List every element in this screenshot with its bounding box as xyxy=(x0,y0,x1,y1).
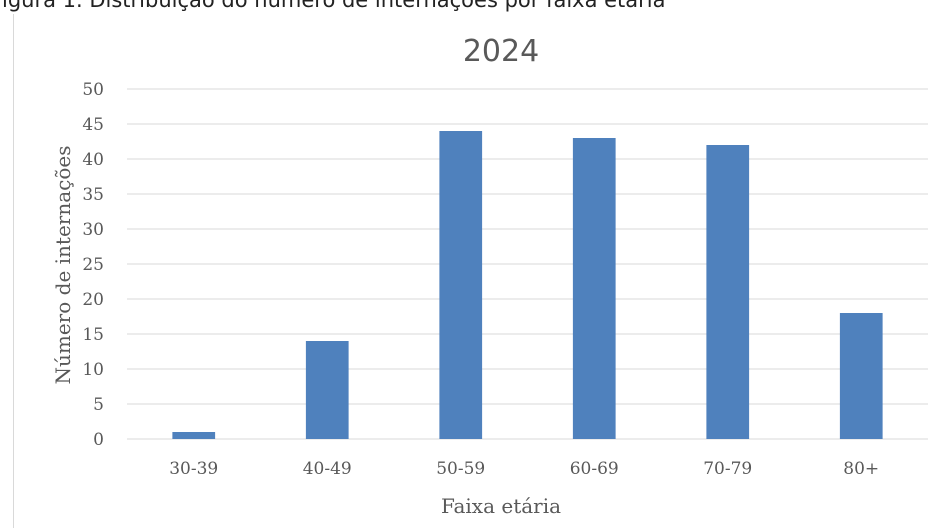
x-tick-label: 30-39 xyxy=(169,459,218,479)
bar-5059 xyxy=(439,131,483,439)
x-tick-label: 40-49 xyxy=(303,459,352,479)
frame-border xyxy=(13,14,14,528)
figure-caption-strip: igura 1. Distribuição do número de inter… xyxy=(0,0,949,14)
figure-caption: igura 1. Distribuição do número de inter… xyxy=(2,0,666,12)
y-tick-label: 30 xyxy=(82,220,104,240)
y-tick-label: 50 xyxy=(82,80,104,100)
x-tick-label: 50-59 xyxy=(436,459,485,479)
x-tick-label: 60-69 xyxy=(570,459,619,479)
chart-title: 2024 xyxy=(463,34,539,69)
y-tick-label: 40 xyxy=(82,150,104,170)
bar-7079 xyxy=(706,145,750,439)
y-tick-label: 0 xyxy=(93,430,104,450)
x-axis-ticks: 30-39 40-49 50-59 60-69 70-79 80+ xyxy=(169,459,879,479)
bar-6069 xyxy=(572,138,616,439)
y-axis-label: Número de internações xyxy=(51,146,75,385)
bar-3039 xyxy=(172,432,216,439)
bars xyxy=(172,131,883,439)
y-tick-label: 5 xyxy=(93,395,104,415)
y-tick-label: 35 xyxy=(82,185,104,205)
gridlines xyxy=(127,88,928,440)
x-tick-label: 70-79 xyxy=(703,459,752,479)
y-tick-label: 45 xyxy=(82,115,104,135)
y-tick-label: 20 xyxy=(82,290,104,310)
bar-80 xyxy=(839,313,883,439)
y-tick-label: 10 xyxy=(82,360,104,380)
y-axis-ticks: 0 5 10 15 20 25 30 35 40 45 50 xyxy=(82,80,104,450)
x-tick-label: 80+ xyxy=(843,459,879,479)
y-tick-label: 25 xyxy=(82,255,104,275)
x-axis-label: Faixa etária xyxy=(441,494,561,518)
bar-4049 xyxy=(305,341,349,439)
y-tick-label: 15 xyxy=(82,325,104,345)
